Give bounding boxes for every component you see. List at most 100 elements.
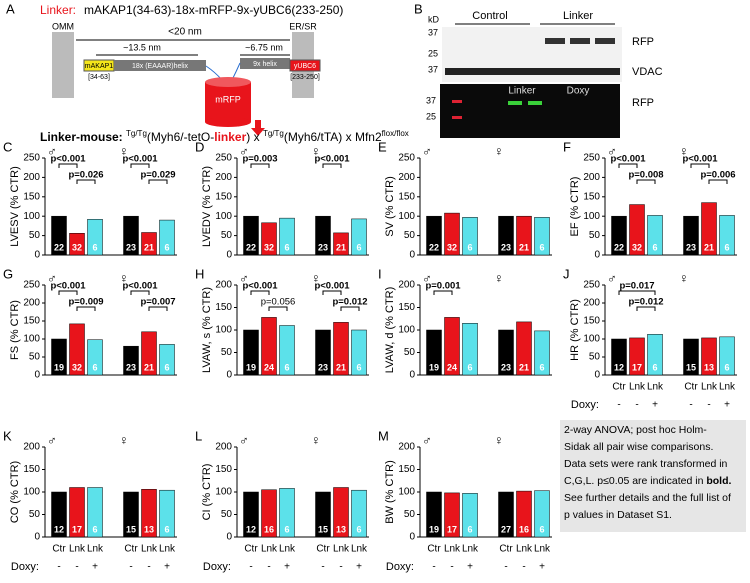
bar [315,329,331,376]
y-tick-label: 100 [215,487,232,498]
note-line: Sidak all pair wise comparisons. [564,441,713,453]
n-label: 6 [539,524,544,534]
significance-bracket [636,306,656,311]
y-tick-label: 150 [583,191,600,202]
y-tick-label: 150 [398,191,415,202]
bar [159,344,175,376]
doxy-label: - [450,562,453,573]
n-label: 6 [467,242,472,252]
bar [51,338,67,376]
n-label: 21 [704,242,714,252]
formula-part: ) x [246,130,263,144]
doxy-label: + [652,400,658,411]
x-tick-label: Lnk [629,382,646,393]
bar [701,202,717,256]
bar [611,338,627,376]
n-label: 13 [336,524,346,534]
note-line: C,G,L. p≤0.05 are indicated in [564,475,706,487]
kd-label: kD [428,14,440,24]
x-tick-label: Ctr [499,544,513,555]
y-tick-label: 250 [583,280,600,291]
doxy-label: - [635,400,638,411]
doxy-label: - [249,562,252,573]
sex-symbol: ♂ [422,432,432,447]
y-axis-label: BW (% CTR) [384,460,396,524]
formula-part: (Myh6/tTA) x Mfn2 [284,130,382,144]
n-label: 12 [246,524,256,534]
x-tick-label: Lnk [534,544,551,555]
note-line: 2-way ANOVA; post hoc Holm- [564,424,707,436]
y-tick-label: 100 [398,487,415,498]
sex-symbol: ♂ [47,432,57,447]
sex-symbol: ♂ [47,143,57,158]
bar [159,219,175,256]
doxy-label: + [467,562,473,573]
n-label: 22 [246,242,256,252]
y-tick-label: 250 [23,153,40,164]
bar [87,339,103,376]
y-axis-label: LVAW, d (% CTR) [384,287,396,374]
y-tick-label: 200 [215,172,232,183]
y-tick-label: 50 [404,230,416,241]
doxy-label: - [75,562,78,573]
doxy-label: + [356,562,362,573]
y-tick-label: 50 [404,347,416,358]
band [508,101,522,105]
bar [719,215,735,256]
x-tick-label: Ctr [316,544,330,555]
band [452,116,462,119]
distance-label: ~6.75 nm [245,42,283,52]
p-value: p=0.006 [700,170,735,181]
helix9-box [240,58,290,69]
p-value: p<0.001 [314,154,350,165]
bar [683,215,699,256]
p-value: p<0.001 [314,281,350,292]
n-label: 23 [501,362,511,372]
doxy-label: + [92,562,98,573]
x-tick-label: Lnk [444,544,461,555]
bar [426,215,442,256]
band [545,38,565,44]
lane-label: Doxy [567,86,590,97]
y-tick-label: 150 [398,302,415,313]
p-value: p<0.001 [122,154,158,165]
doxy-label: - [522,562,525,573]
bar [243,215,259,256]
bar [683,338,699,376]
y-axis-label: HR (% CTR) [569,299,581,361]
p-value: p=0.029 [140,170,175,181]
bar [426,329,442,376]
y-tick-label: 150 [215,302,232,313]
y-tick-label: 0 [594,250,600,261]
x-tick-label: Lnk [701,382,718,393]
n-label: 6 [164,524,169,534]
y-tick-label: 200 [398,280,415,291]
y-tick-label: 50 [29,230,41,241]
p-value: p<0.001 [122,281,158,292]
x-tick-label: Lnk [141,544,158,555]
significance-bracket [148,179,168,184]
y-tick-label: 200 [215,280,232,291]
n-label: 15 [318,524,328,534]
significance-bracket [76,306,96,311]
x-tick-label: Ctr [52,544,66,555]
er-label: ER/SR [289,21,317,31]
sex-symbol: ♀ [119,143,129,158]
doxy-title: Doxy: [11,561,39,573]
x-tick-label: Lnk [279,544,296,555]
y-tick-label: 100 [215,325,232,336]
y-tick-label: 100 [398,325,415,336]
formula-part: flox/flox [382,129,409,138]
panel-letter: M [378,428,389,443]
x-tick-label: Lnk [69,544,86,555]
significance-bracket [322,290,342,295]
n-label: 17 [72,524,82,534]
p-value: p=0.012 [628,297,663,308]
panel-letter: A [6,1,15,16]
p-value: p=0.001 [425,281,461,292]
y-axis-label: LVESV (% CTR) [9,166,21,246]
n-label: 32 [447,242,457,252]
n-label: 16 [264,524,274,534]
